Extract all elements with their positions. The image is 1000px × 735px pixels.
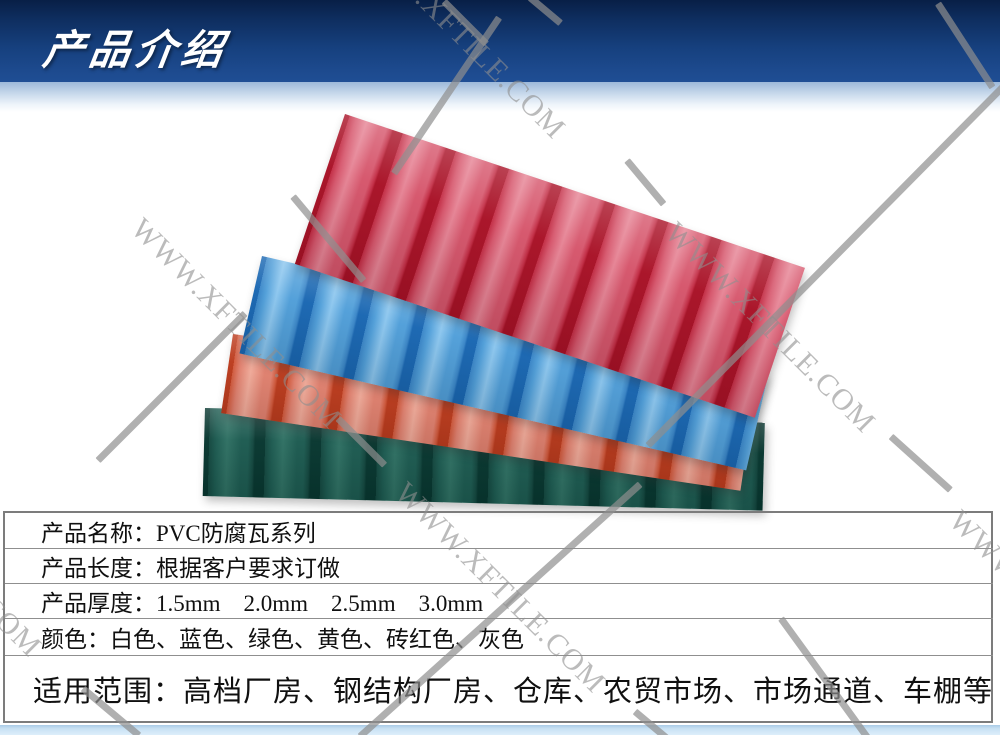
header-fade (0, 82, 1000, 112)
row-value: 高档厂房、钢结构厂房、仓库、农贸市场、市场通道、车棚等 (183, 675, 994, 708)
table-row-colors: 颜色： 白色、蓝色、绿色、黄色、砖红色、灰色 (5, 618, 994, 655)
row-label: 产品厚度： (41, 591, 156, 616)
row-value: 1.5mm 2.0mm 2.5mm 3.0mm (156, 591, 484, 616)
table-row-product-name: 产品名称： PVC防腐瓦系列 (5, 513, 993, 548)
row-label: 颜色： (41, 627, 110, 652)
table-row-product-thickness: 产品厚度： 1.5mm 2.0mm 2.5mm 3.0mm (5, 583, 994, 618)
footer-strip (0, 725, 1000, 735)
row-label: 产品长度： (41, 556, 156, 581)
spec-table: 产品名称： PVC防腐瓦系列 产品长度： 根据客户要求订做 产品厚度： 1.5mm 2… (3, 511, 994, 723)
table-row-product-length: 产品长度： 根据客户要求订做 (5, 548, 994, 583)
row-value: 白色、蓝色、绿色、黄色、砖红色、灰色 (110, 627, 524, 652)
row-label: 产品名称： (41, 520, 156, 546)
table-row-application-scope: 适用范围： 高档厂房、钢结构厂房、仓库、农贸市场、市场通道、车棚等 (5, 655, 994, 721)
page-title: 产品介绍 (40, 27, 231, 73)
row-value: 根据客户要求订做 (156, 556, 340, 581)
row-value: PVC防腐瓦系列 (156, 520, 316, 546)
row-label: 适用范围： (33, 675, 184, 708)
